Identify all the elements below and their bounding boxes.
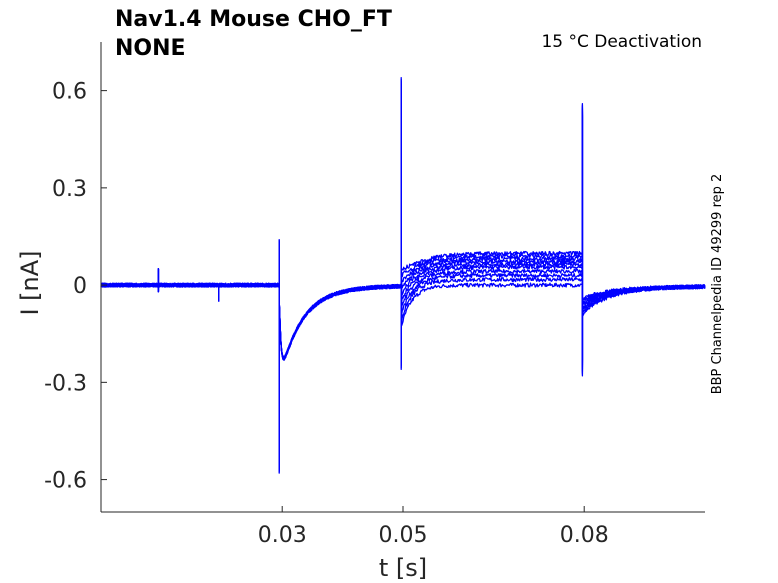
chart-subtitle: NONE xyxy=(115,36,186,61)
current-trace xyxy=(100,77,706,474)
channelpedia-id-label: BBP Channelpedia ID 49299 rep 2 xyxy=(710,174,725,395)
y-tick-label: 0.3 xyxy=(52,177,87,202)
x-ticks: 0.03 0.05 0.08 xyxy=(258,506,609,548)
current-trace xyxy=(100,78,706,473)
y-tick-label: 0.6 xyxy=(52,80,87,105)
current-traces xyxy=(100,77,706,474)
x-tick-label: 0.03 xyxy=(258,523,307,548)
current-trace xyxy=(100,86,706,469)
y-tick-label: -0.6 xyxy=(44,469,87,494)
condition-label: 15 °C Deactivation xyxy=(541,32,702,52)
x-tick-label: 0.05 xyxy=(379,523,428,548)
chart-title: Nav1.4 Mouse CHO_FT xyxy=(115,7,392,32)
current-trace xyxy=(100,87,706,468)
y-axis-label: I [nA] xyxy=(16,250,44,315)
x-axis-label: t [s] xyxy=(379,554,427,582)
current-trace xyxy=(100,89,706,467)
y-tick-label: -0.3 xyxy=(44,371,87,396)
x-tick-label: 0.08 xyxy=(560,523,609,548)
y-ticks: -0.6 -0.3 0 0.3 0.6 xyxy=(44,80,107,494)
current-trace xyxy=(100,82,706,471)
current-trace xyxy=(100,84,706,470)
y-tick-label: 0 xyxy=(73,274,87,299)
